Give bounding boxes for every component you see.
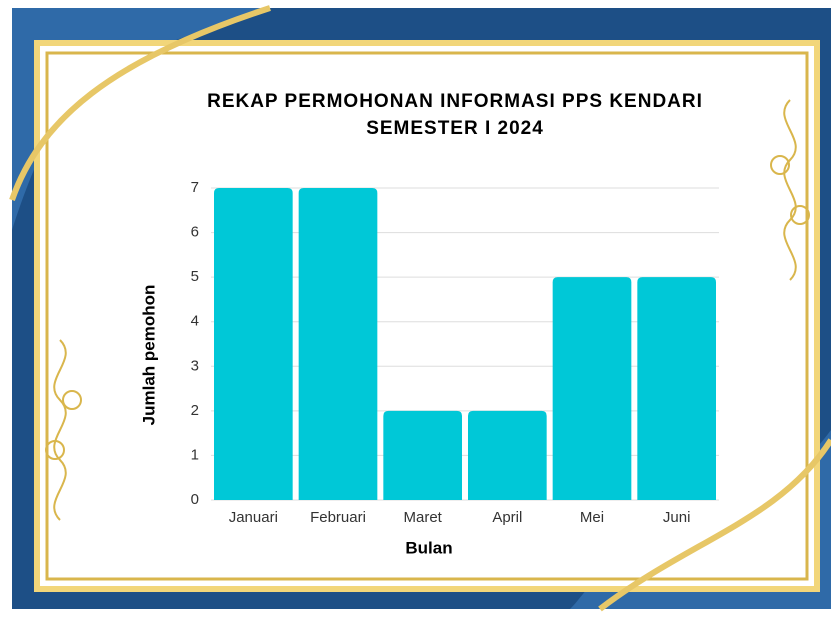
x-tick-label: Februari	[310, 509, 366, 526]
y-tick-label: 1	[191, 446, 199, 463]
bar	[214, 188, 293, 500]
chart-subtitle: SEMESTER I 2024	[366, 118, 544, 139]
y-tick-label: 0	[191, 491, 199, 508]
bar	[383, 411, 462, 500]
x-tick-label: Januari	[229, 509, 278, 526]
x-tick-label: Mei	[580, 509, 604, 526]
x-axis-label: Bulan	[405, 538, 452, 557]
chart-title: REKAP PERMOHONAN INFORMASI PPS KENDARI	[207, 91, 703, 112]
y-tick-label: 3	[191, 357, 199, 374]
x-tick-label: Juni	[663, 509, 691, 526]
bar	[468, 411, 547, 500]
chart: REKAP PERMOHONAN INFORMASI PPS KENDARI S…	[0, 0, 831, 617]
y-tick-label: 2	[191, 402, 199, 419]
y-tick-label: 5	[191, 268, 199, 285]
y-tick-label: 6	[191, 224, 199, 241]
bar	[637, 277, 716, 500]
y-axis-label: Jumlah pemohon	[139, 285, 158, 426]
x-tick-label: April	[492, 509, 522, 526]
x-tick-label: Maret	[403, 509, 442, 526]
y-tick-label: 4	[191, 313, 199, 330]
y-tick-label: 7	[191, 179, 199, 196]
bar	[553, 277, 632, 500]
bar	[299, 188, 378, 500]
